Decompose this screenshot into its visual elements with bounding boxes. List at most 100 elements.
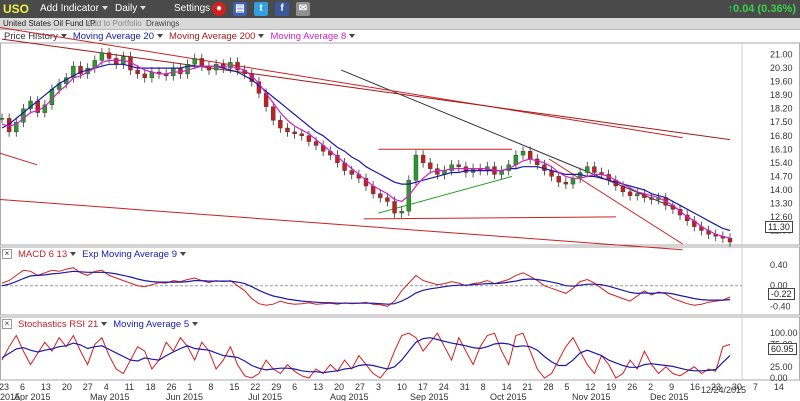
candle-body (199, 58, 205, 67)
period-value: Daily (115, 3, 138, 14)
price-y-tick-label: 15.40 (770, 158, 793, 168)
candle-body (378, 193, 383, 198)
instrument-bar: United States Oil Fund LP Add to Portfol… (0, 18, 800, 30)
add-to-portfolio-link[interactable]: Add to Portfolio (87, 19, 142, 28)
candle-body (385, 197, 390, 202)
x-month-label: Sep 2015 (410, 392, 449, 401)
x-tick-label: 8 (481, 382, 486, 392)
candle-body (420, 154, 426, 164)
x-tick-label: 9 (669, 382, 674, 392)
ma5-legend[interactable]: Moving Average 5 (113, 319, 190, 330)
candle-body (313, 141, 319, 146)
price-y-tick-label: 19.60 (770, 77, 793, 87)
candle-body (635, 193, 640, 196)
x-month-label: Aug 2015 (330, 392, 369, 401)
candle-body (0, 118, 5, 120)
price-y-tick-label: 18.20 (770, 104, 793, 114)
macd-signal-line (1, 270, 731, 305)
x-tick-label: 21 (523, 382, 533, 392)
instrument-name: United States Oil Fund LP (3, 19, 96, 28)
x-tick-label: 17 (418, 382, 428, 392)
x-month-label: Nov 2015 (572, 392, 611, 401)
chevron-down-icon[interactable] (349, 34, 356, 39)
twitter-icon[interactable]: t (254, 2, 268, 16)
stoch-rsi-legend[interactable]: Stochastics RSI 21 (18, 319, 99, 330)
drawings-link[interactable]: Drawings (146, 19, 180, 28)
x-tick-label: 6 (292, 382, 297, 392)
x-tick-label: 27 (355, 382, 365, 392)
email-icon[interactable]: ✉ (296, 2, 310, 16)
trendline-upper-red-1 (0, 27, 683, 139)
x-tick-label: 18 (146, 382, 156, 392)
price-y-tick-label: 21.00 (770, 50, 793, 60)
candle-body (527, 151, 533, 160)
chevron-down-icon[interactable] (180, 252, 186, 257)
candle-body (135, 69, 140, 75)
ma20-line (1, 63, 731, 232)
alert-icon[interactable]: ● (212, 2, 226, 16)
ema9-legend[interactable]: Exp Moving Average 9 (82, 249, 177, 260)
x-month-label: Dec 2015 (650, 392, 689, 401)
macd-legend[interactable]: MACD 6 13 (18, 249, 68, 260)
close-icon[interactable]: × (2, 249, 12, 259)
candle-body (513, 154, 519, 165)
candle-body (620, 185, 626, 193)
price-change-value: 0.04 (0.36%) (733, 3, 796, 15)
stoch-y-tick-label: 0.00 (770, 373, 788, 383)
x-tick-label: 6 (20, 382, 25, 392)
document-icon[interactable]: ▤ (233, 2, 247, 16)
trendline-green-support (378, 175, 513, 214)
price-y-tick-label: 14.00 (770, 185, 793, 195)
candle-body (727, 238, 733, 243)
x-month-label: Jul 2015 (248, 392, 282, 401)
price-y-tick-label: 16.10 (770, 144, 793, 154)
x-month-label: Oct 2015 (490, 392, 527, 401)
x-tick-label: 13 (41, 382, 51, 392)
add-indicator-button[interactable]: Add Indicator (40, 3, 108, 14)
chevron-down-icon (101, 6, 108, 11)
chevron-down-icon[interactable] (157, 34, 164, 39)
chevron-down-icon (140, 6, 147, 11)
price-history-legend[interactable]: Price History (4, 31, 58, 42)
candle-body (99, 52, 105, 61)
x-tick-label: 3 (376, 382, 381, 392)
x-tick-label: 15 (229, 382, 239, 392)
ma200-legend[interactable]: Moving Average 200 (169, 31, 256, 42)
chevron-down-icon[interactable] (258, 34, 265, 39)
ma8-legend[interactable]: Moving Average 8 (270, 31, 347, 42)
candle-body (520, 151, 526, 156)
candle-body (271, 106, 276, 121)
candle-body (413, 154, 419, 181)
ma20-legend[interactable]: Moving Average 20 (72, 31, 155, 42)
candle-body (563, 181, 569, 185)
candle-body (449, 164, 454, 171)
price-y-tick-label: 18.90 (770, 90, 793, 100)
period-select[interactable]: Daily (115, 3, 147, 14)
chevron-down-icon[interactable] (70, 252, 77, 257)
x-month-label: May 2015 (90, 392, 130, 401)
candle-body (78, 65, 83, 75)
stoch-y-tick-label: 100.00 (770, 328, 798, 338)
x-tick-label: 11 (125, 382, 134, 392)
close-icon[interactable]: × (2, 319, 12, 329)
symbol-label[interactable]: USO (3, 2, 30, 16)
chevron-down-icon[interactable] (60, 34, 67, 39)
trendline-horizontal-12 (363, 216, 616, 220)
x-tick-label: 24 (439, 382, 449, 392)
facebook-icon[interactable]: f (275, 2, 289, 16)
chevron-down-icon[interactable] (192, 322, 199, 327)
candle-body (42, 104, 48, 113)
x-tick-label: 4 (104, 382, 109, 392)
candle-body (556, 176, 561, 183)
candle-body (456, 164, 461, 167)
ma8-line (1, 59, 731, 239)
candle-body (570, 178, 576, 185)
x-tick-label: 14 (774, 382, 784, 392)
chevron-down-icon[interactable] (101, 322, 108, 327)
settings-label: Settings (174, 3, 211, 14)
candle-body (649, 197, 654, 200)
x-tick-label: 20 (334, 382, 344, 392)
candle-body (21, 108, 26, 123)
x-tick-label: 7 (753, 382, 758, 392)
